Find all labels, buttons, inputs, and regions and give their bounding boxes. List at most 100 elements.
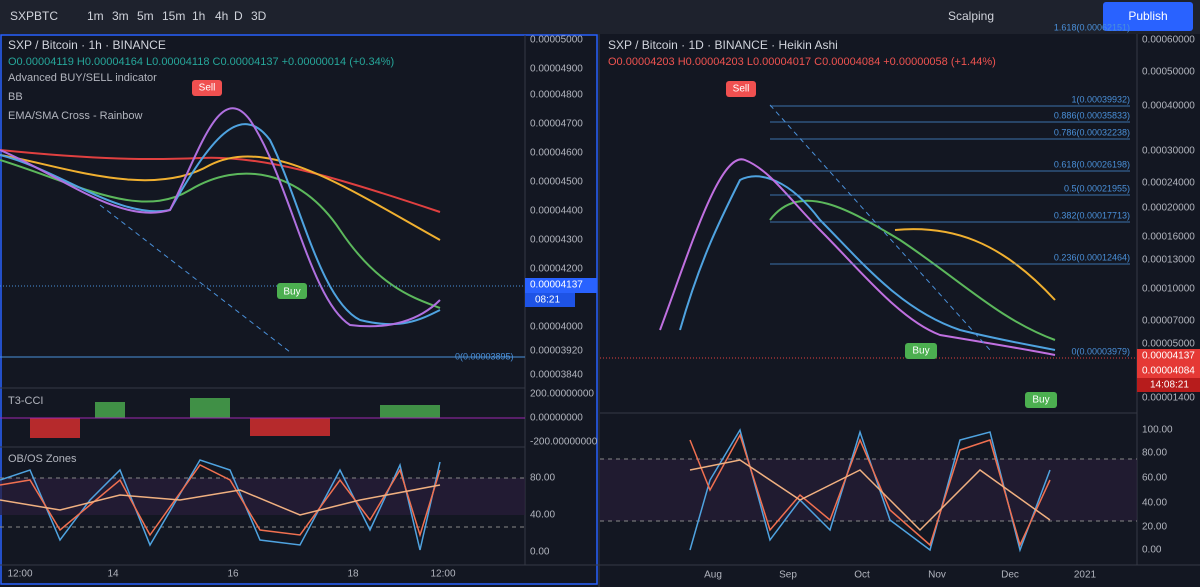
interval: 1h <box>192 9 205 23</box>
interval: D <box>234 9 243 23</box>
publish-button[interactable] <box>1103 2 1193 31</box>
pane-title: T3-CCI <box>8 395 43 407</box>
buy-label: Buy <box>283 287 300 298</box>
interval: 3m <box>112 9 129 23</box>
time-tick: Oct <box>854 570 870 581</box>
countdown-tag <box>1137 378 1200 392</box>
right-curves <box>659 158 1056 356</box>
fib-label: 0.618(0.00026198) <box>1054 159 1130 169</box>
last-price: 0.00004137 <box>530 280 583 291</box>
osc-tick: 0.00 <box>530 547 550 558</box>
osc-tick: 0.00 <box>1142 545 1162 556</box>
time-tick: Nov <box>928 570 946 581</box>
fib-label: 1(0.00039932) <box>1071 94 1130 104</box>
price-tick: 0.00001400 <box>1142 393 1195 404</box>
indicator: BB <box>8 91 23 103</box>
osc-tick: 100.00 <box>1142 425 1173 436</box>
price-tick: 0.00024000 <box>1142 178 1195 189</box>
interval: 3D <box>251 9 267 23</box>
ob-zone <box>600 459 1137 521</box>
cci-tick: 0.00000000 <box>530 413 583 424</box>
fib-label: 0.786(0.00032238) <box>1054 127 1130 137</box>
time-tick: 18 <box>347 569 359 580</box>
price-tick: 0.00004200 <box>530 264 583 275</box>
price-tick: 0.00005000 <box>530 35 583 46</box>
price-tick: 0.00007000 <box>1142 316 1195 327</box>
sell-tag <box>192 80 222 96</box>
interval: 15m <box>162 9 185 23</box>
layout-name: Scalping <box>948 9 994 23</box>
ob-zone <box>0 478 525 515</box>
price-tick: 0.00005000 <box>1142 339 1195 350</box>
fib-label: 0.382(0.00017713) <box>1054 210 1130 220</box>
buy-tag <box>277 283 307 299</box>
sell-label: Sell <box>733 84 750 95</box>
time-tick: Dec <box>1001 570 1019 581</box>
fib-label: 0.5(0.00021955) <box>1064 183 1130 193</box>
trend-line <box>769 104 991 351</box>
buy-label: Buy <box>912 346 929 357</box>
fib-label: 0.886(0.00035833) <box>1054 110 1130 120</box>
indicator: Advanced BUY/SELL indicator <box>8 72 157 84</box>
buy-tag <box>1025 392 1057 408</box>
price-tick: 0.00004400 <box>530 206 583 217</box>
fib-label: 1.618(0.00062151) <box>1054 22 1130 32</box>
time-tick: 14 <box>107 569 119 580</box>
last-price-tag <box>525 278 597 293</box>
last-price-tag <box>1137 349 1200 364</box>
pane-title: SXP / Bitcoin · 1D · BINANCE · Heikin As… <box>608 38 838 52</box>
countdown: 14:08:21 <box>1150 380 1189 391</box>
pane-title: SXP / Bitcoin · 1h · BINANCE <box>8 38 166 52</box>
price-tick: 0.00004700 <box>530 119 583 130</box>
ohlc: O0.00004119 H0.00004164 L0.00004118 C0.0… <box>8 56 394 68</box>
time-tick: 12:00 <box>7 569 32 580</box>
price-tick: 0.00003920 <box>530 346 583 357</box>
price-tick: 0.00013000 <box>1142 255 1195 266</box>
osc-tick: 20.00 <box>1142 522 1167 533</box>
price-tick: 0.00030000 <box>1142 146 1195 157</box>
osc-tick: 40.00 <box>530 510 555 521</box>
interval: 5m <box>137 9 154 23</box>
left-pane <box>0 34 598 585</box>
pane-title: OB/OS Zones <box>8 453 77 465</box>
price-tick: 0.00060000 <box>1142 35 1195 46</box>
fib-label: 0(0.00003979) <box>1071 346 1130 356</box>
price-tick: 0.00010000 <box>1142 284 1195 295</box>
interval: 4h <box>215 9 228 23</box>
fib-label: 0(0.00003895) <box>455 351 514 361</box>
price-tick: 0.00050000 <box>1142 67 1195 78</box>
time-tick: 2021 <box>1074 570 1097 581</box>
interval: 1m <box>87 9 104 23</box>
trend-line <box>99 204 291 353</box>
indicator: EMA/SMA Cross - Rainbow <box>8 110 143 122</box>
price-tick: 0.00016000 <box>1142 232 1195 243</box>
buy-label: Buy <box>1032 395 1049 406</box>
last-price-tag <box>1137 364 1200 379</box>
osc-tick: 40.00 <box>1142 498 1167 509</box>
price-tick: 0.00004000 <box>530 322 583 333</box>
countdown: 08:21 <box>535 295 560 306</box>
countdown-tag <box>525 293 575 307</box>
time-tick: Sep <box>779 570 797 581</box>
sell-tag <box>726 81 756 97</box>
time-tick: 16 <box>227 569 239 580</box>
osc-tick: 60.00 <box>1142 473 1167 484</box>
left-osc <box>0 459 441 551</box>
fib-label: 0.236(0.00012464) <box>1054 252 1130 262</box>
price-tick: 0.00020000 <box>1142 203 1195 214</box>
price-tick: 0.00004600 <box>530 148 583 159</box>
cci-tick: 200.00000000 <box>530 389 594 400</box>
buy-tag <box>905 343 937 359</box>
publish-label[interactable]: Publish <box>1128 9 1167 23</box>
right-osc <box>689 428 1051 553</box>
last-price: 0.00004084 <box>1142 366 1195 377</box>
time-tick: 12:00 <box>430 569 455 580</box>
sell-label: Sell <box>199 83 216 94</box>
cci-bars <box>30 398 440 438</box>
price-tick: 0.00004300 <box>530 235 583 246</box>
price-tick: 0.00004800 <box>530 90 583 101</box>
price-tick: 0.00040000 <box>1142 101 1195 112</box>
cci-tick: -200.00000000 <box>530 437 598 448</box>
ohlc: O0.00004203 H0.00004203 L0.00004017 C0.0… <box>608 56 996 68</box>
